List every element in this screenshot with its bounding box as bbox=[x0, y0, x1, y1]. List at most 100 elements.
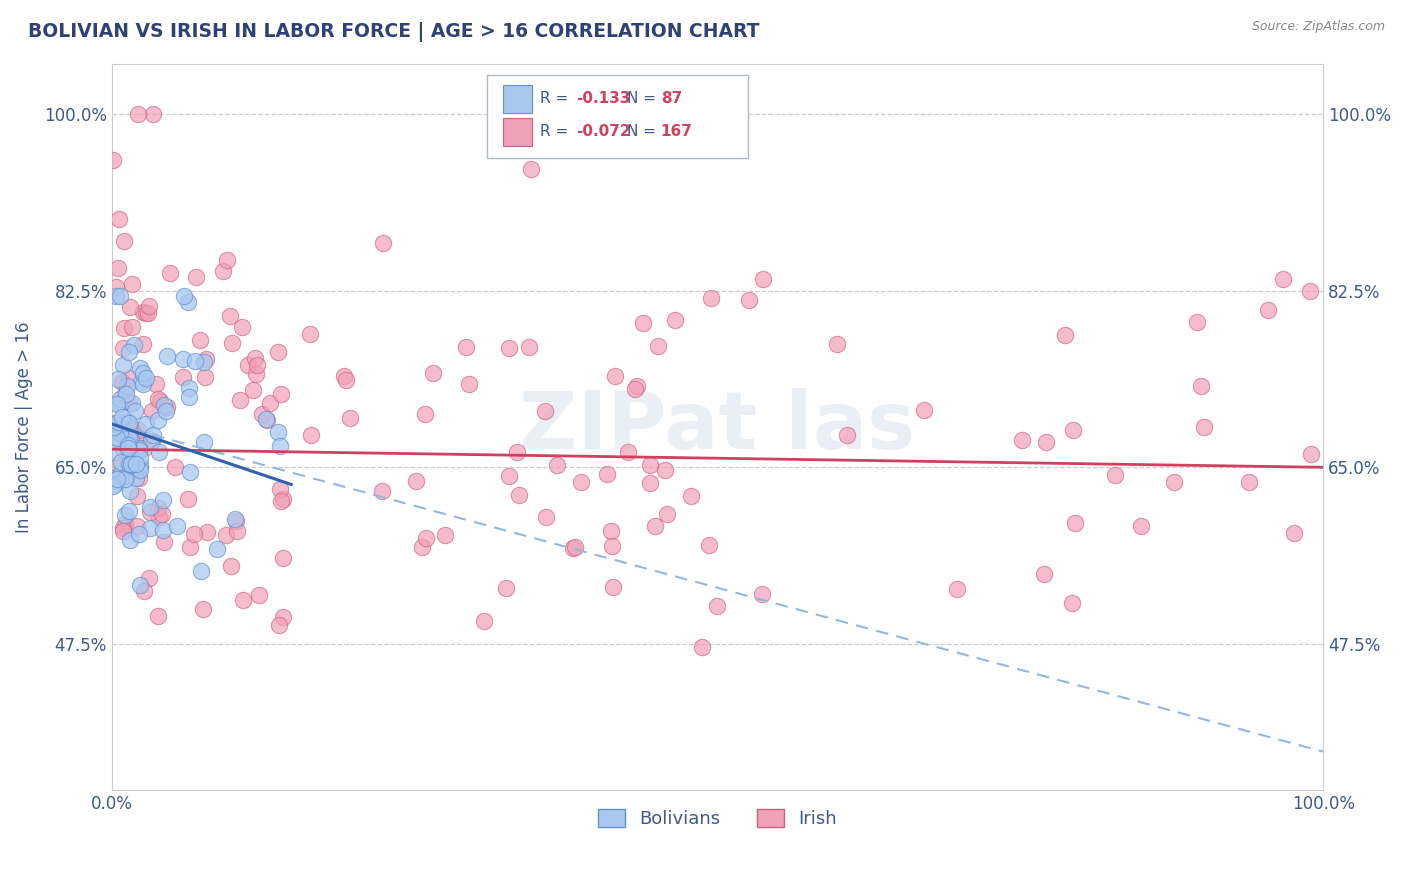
Irish bbox=[121, 319, 143, 334]
Irish bbox=[738, 293, 761, 307]
Irish bbox=[179, 541, 201, 555]
Irish bbox=[188, 333, 211, 347]
Irish bbox=[152, 535, 174, 549]
Bolivians bbox=[108, 392, 131, 406]
Bolivians bbox=[139, 521, 162, 535]
Irish bbox=[242, 384, 264, 398]
Irish bbox=[373, 235, 395, 250]
Irish bbox=[271, 491, 294, 506]
Irish bbox=[631, 316, 654, 330]
Irish bbox=[534, 404, 557, 418]
Irish bbox=[647, 339, 669, 353]
Irish bbox=[247, 588, 270, 602]
Irish bbox=[603, 369, 626, 384]
Bolivians bbox=[153, 398, 176, 412]
Bolivians bbox=[128, 578, 150, 592]
Bolivians bbox=[117, 437, 139, 451]
Irish bbox=[699, 291, 721, 305]
Text: N =: N = bbox=[627, 91, 661, 105]
Bolivians bbox=[118, 533, 141, 547]
Irish bbox=[413, 407, 436, 421]
Bolivians bbox=[184, 353, 207, 368]
Irish bbox=[177, 492, 200, 507]
Bolivians bbox=[129, 360, 152, 375]
Irish bbox=[1011, 433, 1033, 447]
Bolivians bbox=[177, 381, 200, 395]
Irish bbox=[600, 524, 623, 539]
Irish bbox=[1272, 272, 1295, 286]
Bolivians bbox=[107, 415, 129, 429]
Irish bbox=[250, 407, 273, 421]
Bolivians bbox=[269, 439, 291, 453]
Irish bbox=[534, 509, 557, 524]
Irish bbox=[145, 376, 167, 391]
Bolivians bbox=[115, 387, 138, 401]
Irish bbox=[270, 493, 292, 508]
Irish bbox=[111, 524, 134, 539]
Bolivians bbox=[142, 428, 165, 442]
Text: 87: 87 bbox=[661, 91, 682, 105]
Bolivians bbox=[125, 471, 148, 485]
Bolivians bbox=[105, 289, 128, 303]
Text: ZIPat las: ZIPat las bbox=[519, 388, 915, 466]
Bolivians bbox=[125, 458, 148, 472]
Bolivians bbox=[128, 461, 150, 475]
Bolivians bbox=[132, 366, 155, 380]
Bolivians bbox=[155, 403, 177, 417]
Bolivians bbox=[148, 444, 170, 458]
Irish bbox=[105, 473, 128, 487]
Irish bbox=[232, 592, 254, 607]
Irish bbox=[270, 387, 292, 401]
Bolivians bbox=[124, 404, 146, 418]
Irish bbox=[458, 376, 481, 391]
Bolivians bbox=[110, 466, 132, 480]
Bolivians bbox=[152, 492, 174, 507]
Irish bbox=[135, 306, 157, 320]
Bolivians bbox=[110, 434, 132, 449]
Irish bbox=[103, 153, 125, 168]
Irish bbox=[107, 260, 129, 275]
Bolivians bbox=[115, 414, 138, 428]
Bolivians bbox=[179, 390, 201, 404]
Bolivians bbox=[139, 500, 162, 515]
Irish bbox=[825, 337, 848, 351]
Bar bbox=[503, 85, 533, 112]
Bolivians bbox=[103, 479, 125, 493]
Irish bbox=[267, 344, 290, 359]
Bolivians bbox=[254, 411, 277, 425]
Irish bbox=[132, 584, 155, 599]
Bolivians bbox=[114, 508, 136, 522]
Irish bbox=[141, 434, 163, 448]
Text: -0.072: -0.072 bbox=[576, 124, 630, 139]
Irish bbox=[644, 519, 666, 533]
Bolivians bbox=[114, 472, 136, 486]
Bolivians bbox=[111, 409, 134, 424]
Irish bbox=[163, 459, 186, 474]
Irish bbox=[517, 340, 540, 354]
Irish bbox=[121, 277, 143, 291]
Irish bbox=[1035, 435, 1057, 450]
Irish bbox=[183, 527, 205, 541]
Irish bbox=[111, 442, 134, 456]
Irish bbox=[215, 252, 238, 267]
Bolivians bbox=[107, 372, 129, 386]
Irish bbox=[946, 582, 969, 597]
Bolivians bbox=[131, 376, 153, 391]
Bolivians bbox=[207, 541, 229, 556]
Irish bbox=[111, 376, 134, 390]
Irish bbox=[139, 505, 162, 519]
Irish bbox=[150, 507, 173, 521]
Irish bbox=[569, 475, 592, 489]
Irish bbox=[299, 427, 322, 442]
Irish bbox=[112, 234, 135, 248]
Irish bbox=[112, 389, 135, 403]
Bolivians bbox=[120, 484, 142, 499]
Irish bbox=[1257, 303, 1279, 318]
Bolivians bbox=[105, 472, 128, 486]
Bolivians bbox=[172, 352, 194, 367]
Bolivians bbox=[118, 416, 141, 430]
Bolivians bbox=[128, 443, 150, 458]
Bolivians bbox=[103, 471, 125, 485]
Bolivians bbox=[193, 355, 215, 369]
Bolivians bbox=[105, 431, 128, 445]
